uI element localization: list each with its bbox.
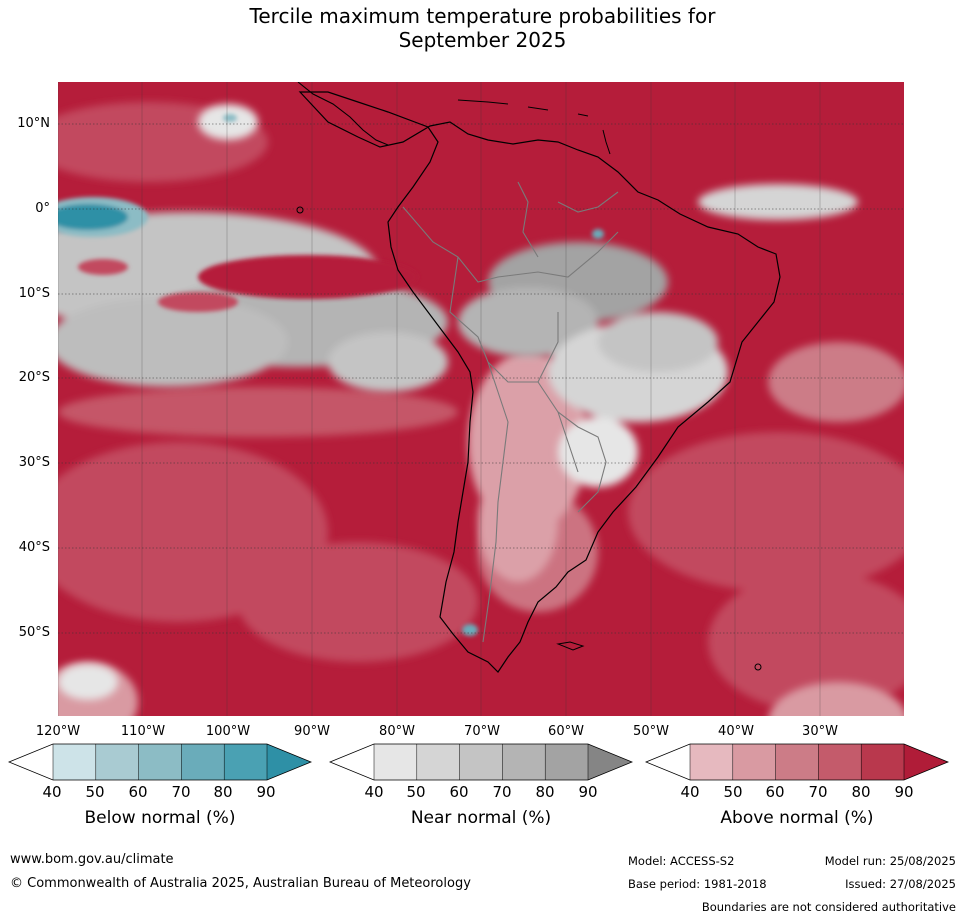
colorbar-near-normal: [329, 743, 633, 781]
issued-text: Issued: 27/08/2025: [845, 877, 956, 891]
title-line-1: Tercile maximum temperature probabilitie…: [249, 4, 716, 28]
colorbar-below-normal: [8, 743, 312, 781]
cb-above-tick: 50: [723, 783, 743, 801]
lon-label-100w: 100°W: [205, 724, 251, 739]
probability-map: [58, 82, 904, 716]
lon-label-70w: 70°W: [464, 724, 500, 739]
cb-above-tick: 70: [808, 783, 828, 801]
red-intrusions: [78, 255, 418, 312]
lon-label-110w: 110°W: [120, 724, 166, 739]
colorbar-extend-low: [9, 744, 53, 780]
colorbar-extend-high: [904, 744, 948, 780]
cb-near-tick: 90: [578, 783, 598, 801]
cb-below-tick: 60: [128, 783, 148, 801]
lat-label-10n: 10°N: [17, 116, 50, 131]
cb-above-tick: 90: [894, 783, 914, 801]
cb-above-tick: 80: [851, 783, 871, 801]
south-america-coastline: [298, 91, 781, 673]
cb-near-tick: 70: [492, 783, 512, 801]
colorbar-segment: [502, 744, 546, 780]
lat-label-20s: 20°S: [18, 370, 50, 385]
cb-near-tick: 50: [406, 783, 426, 801]
cb-near-tick: 80: [535, 783, 555, 801]
cb-below-tick: 90: [256, 783, 276, 801]
colorbar-segment: [775, 744, 819, 780]
base-period-text: Base period: 1981-2018: [628, 877, 767, 891]
colorbar-extend-high: [588, 744, 632, 780]
colorbar-segment: [95, 744, 140, 780]
below-normal-area: [58, 114, 604, 636]
lon-label-40w: 40°W: [718, 724, 754, 739]
colorbar-segment: [138, 744, 182, 780]
colorbar-segment: [224, 744, 268, 780]
colorbar-segment: [459, 744, 503, 780]
lat-label-50s: 50°S: [18, 625, 50, 640]
central-america-coastline: [297, 82, 389, 146]
cb-below-tick: 70: [171, 783, 191, 801]
lon-label-90w: 90°W: [294, 724, 330, 739]
colorbar-segment: [374, 744, 418, 780]
lat-gridlines: [58, 123, 904, 634]
cb-above-tick: 40: [680, 783, 700, 801]
colorbar-above-normal: [645, 743, 949, 781]
cb-above-tick: 60: [765, 783, 785, 801]
cb-below-tick: 50: [85, 783, 105, 801]
model-text: Model: ACCESS-S2: [628, 854, 735, 868]
colorbar-segment: [861, 744, 905, 780]
cb-near-tick: 40: [364, 783, 384, 801]
lon-label-120w: 120°W: [35, 724, 81, 739]
colorbar-extend-low: [330, 744, 374, 780]
colorbar-near-title: Near normal (%): [410, 808, 552, 828]
lat-label-10s: 10°S: [18, 286, 50, 301]
cb-below-tick: 80: [213, 783, 233, 801]
lon-label-80w: 80°W: [379, 724, 415, 739]
lat-label-40s: 40°S: [18, 540, 50, 555]
title-line-2: September 2025: [398, 28, 567, 52]
map-svg: [58, 82, 904, 716]
small-islands: [296, 206, 762, 671]
country-borders: [402, 181, 619, 643]
model-run-text: Model run: 25/08/2025: [824, 854, 956, 868]
colorbar-segment: [545, 744, 589, 780]
disclaimer-text: Boundaries are not considered authoritat…: [701, 900, 956, 914]
falkland-islands: [556, 641, 585, 651]
cb-below-tick: 40: [42, 783, 62, 801]
caribbean-islands: [457, 99, 611, 155]
colorbar-extend-low: [646, 744, 690, 780]
colorbar-above-title: Above normal (%): [720, 808, 874, 828]
above-normal-light: [58, 342, 904, 716]
colorbar-segment: [818, 744, 862, 780]
colorbar-segment: [181, 744, 225, 780]
colorbar-segment: [690, 744, 734, 780]
map-title: Tercile maximum temperature probabilitie…: [0, 4, 965, 52]
cb-near-tick: 60: [449, 783, 469, 801]
copyright-text: © Commonwealth of Australia 2025, Austra…: [10, 876, 471, 891]
colorbar-below-title: Below normal (%): [84, 808, 236, 828]
website-link[interactable]: www.bom.gov.au/climate: [10, 852, 174, 867]
lat-label-0: 0°: [35, 201, 50, 216]
lon-label-50w: 50°W: [633, 724, 669, 739]
colorbar-segment: [416, 744, 461, 780]
lon-label-60w: 60°W: [548, 724, 584, 739]
colorbar-segment: [53, 744, 97, 780]
lat-label-30s: 30°S: [18, 455, 50, 470]
lon-gridlines: [58, 82, 821, 716]
colorbar-extend-high: [267, 744, 311, 780]
colorbar-segment: [732, 744, 777, 780]
lon-label-30w: 30°W: [802, 724, 838, 739]
